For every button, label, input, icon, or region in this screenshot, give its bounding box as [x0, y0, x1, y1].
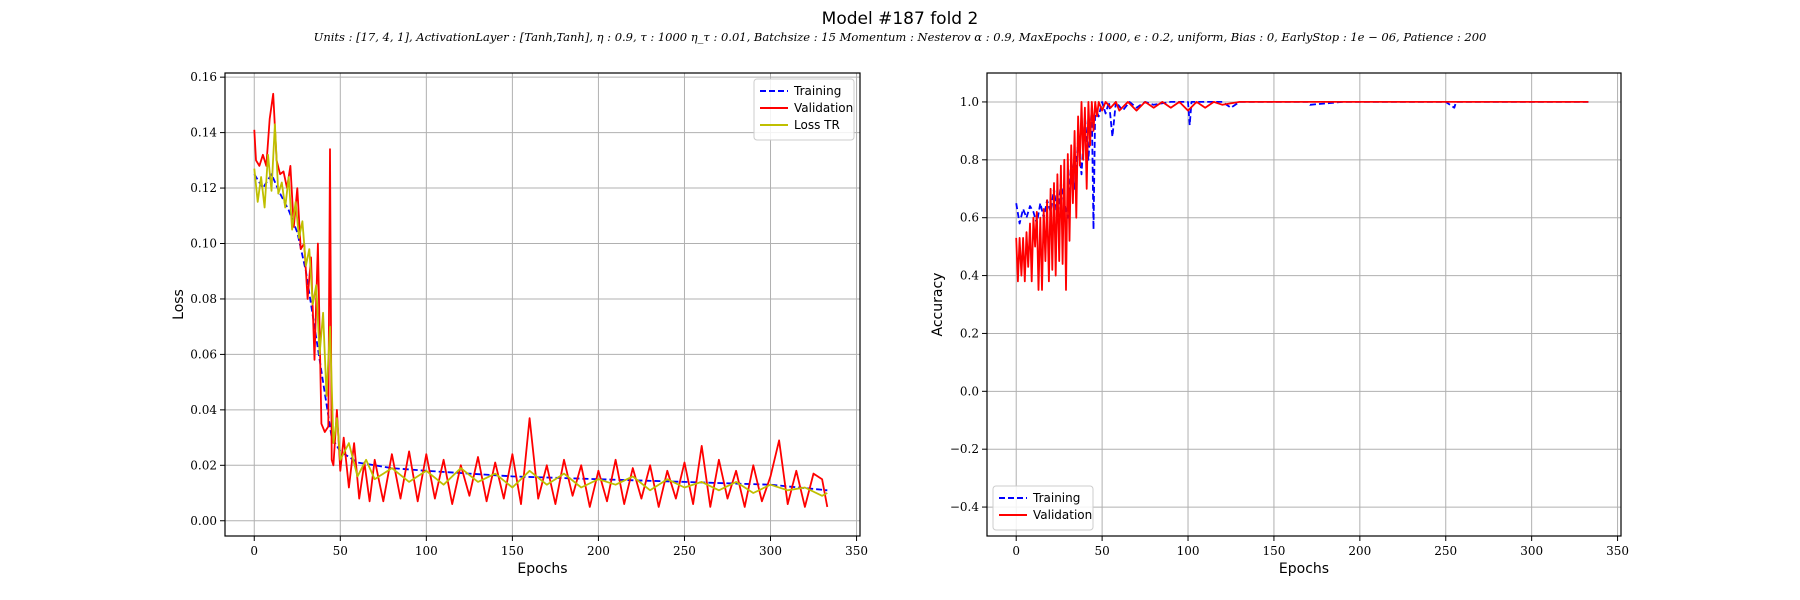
loss-y-tick-label: 0.02: [190, 458, 217, 472]
accuracy-legend-label-validation: Validation: [1033, 508, 1092, 522]
loss-y-tick-label: 0.16: [190, 70, 217, 84]
loss-x-tick-label: 0: [250, 544, 258, 558]
accuracy-x-tick-label: 250: [1434, 544, 1457, 558]
loss-x-tick-label: 300: [759, 544, 782, 558]
accuracy-x-tick-label: 200: [1348, 544, 1371, 558]
accuracy-x-tick-label: 0: [1012, 544, 1020, 558]
loss-axes-frame: [224, 72, 861, 537]
accuracy-legend: Training Validation: [992, 485, 1094, 531]
accuracy-y-tick-label: 0.0: [960, 384, 979, 398]
loss-legend-label-loss-tr: Loss TR: [794, 118, 840, 132]
loss-y-tick-label: 0.14: [190, 126, 217, 140]
accuracy-x-tick-label: 350: [1606, 544, 1629, 558]
loss-y-tick-label: 0.04: [190, 403, 217, 417]
loss-x-axis-label: Epochs: [517, 561, 567, 577]
loss-x-tick-label: 250: [673, 544, 696, 558]
loss-y-tick-label: 0.00: [190, 514, 217, 528]
accuracy-y-tick-label: 0.6: [960, 211, 979, 225]
loss-y-tick-label: 0.12: [190, 181, 217, 195]
accuracy-axes-frame: [986, 72, 1622, 537]
accuracy-y-tick-label: 1.0: [960, 95, 979, 109]
loss-x-tick-label: 150: [501, 544, 524, 558]
loss-legend-label-training: Training: [793, 84, 841, 98]
accuracy-y-tick-label: 0.2: [960, 326, 979, 340]
accuracy-y-tick-label: 0.4: [960, 269, 979, 283]
accuracy-y-axis-label: Accuracy: [930, 273, 946, 337]
accuracy-y-tick-label: 0.8: [960, 153, 979, 167]
loss-x-tick-label: 350: [845, 544, 868, 558]
accuracy-x-tick-label: 300: [1520, 544, 1543, 558]
loss-x-tick-label: 50: [333, 544, 348, 558]
loss-y-tick-label: 0.06: [190, 347, 217, 361]
loss-legend-label-validation: Validation: [794, 101, 853, 115]
accuracy-y-tick-label: −0.4: [950, 500, 980, 514]
accuracy-series-validation-line: [1015, 101, 1589, 291]
loss-series-loss-tr-line: [253, 123, 828, 497]
chart-subtitle: Units : [17, 4, 1], ActivationLayer : [T…: [313, 30, 1487, 44]
accuracy-y-tick-label: −0.2: [950, 442, 979, 456]
accuracy-x-tick-label: 100: [1177, 544, 1200, 558]
accuracy-x-axis-label: Epochs: [1279, 561, 1329, 577]
loss-x-tick-label: 200: [587, 544, 610, 558]
loss-y-axis-label: Loss: [171, 289, 187, 320]
loss-y-tick-label: 0.10: [190, 237, 217, 251]
accuracy-legend-label-training: Training: [1032, 491, 1080, 505]
loss-y-tick-label: 0.08: [190, 292, 217, 306]
chart-title: Model #187 fold 2: [821, 9, 979, 29]
loss-legend: Training Validation Loss TR: [753, 78, 855, 141]
loss-x-tick-label: 100: [415, 544, 438, 558]
loss-plot: 0 50 100 150 200 250 300 350 0.00 0.02 0.04 0.06 0.0…: [171, 70, 868, 577]
accuracy-plot: 0 50 100 150 200 250 300 350 −0.4 −0.2 0.0 0.2 0.4 0.…: [930, 72, 1629, 577]
accuracy-x-tick-label: 50: [1094, 544, 1109, 558]
accuracy-x-tick-label: 150: [1262, 544, 1285, 558]
loss-series-validation-line: [253, 92, 829, 508]
